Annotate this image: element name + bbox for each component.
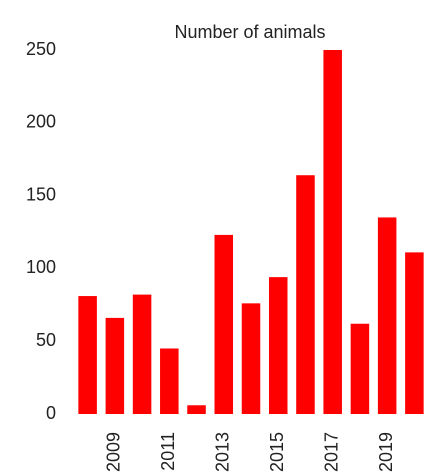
bar <box>187 405 206 414</box>
bar <box>377 217 397 414</box>
bar <box>241 303 261 414</box>
bar <box>105 317 125 414</box>
y-tick-label: 250 <box>26 39 56 59</box>
x-tick-label: 2009 <box>104 432 124 472</box>
bar <box>296 175 315 414</box>
bar <box>405 252 424 414</box>
bar <box>323 50 342 414</box>
y-tick-label: 50 <box>36 330 56 350</box>
x-tick-label: 2013 <box>213 432 233 472</box>
bar <box>78 296 97 414</box>
bar <box>132 294 152 414</box>
chart-title: Number of animals <box>174 22 325 42</box>
bar <box>268 277 288 414</box>
x-tick-label: 2019 <box>376 432 396 472</box>
y-tick-label: 0 <box>46 403 56 423</box>
x-tick-label: 2017 <box>321 432 341 472</box>
bar <box>160 348 179 414</box>
bar <box>350 323 370 414</box>
y-tick-label: 150 <box>26 184 56 204</box>
x-tick-label: 2015 <box>267 432 287 472</box>
y-tick-label: 100 <box>26 257 56 277</box>
bar <box>214 234 234 414</box>
y-tick-label: 200 <box>26 112 56 132</box>
x-tick-label: 2011 <box>158 432 178 471</box>
